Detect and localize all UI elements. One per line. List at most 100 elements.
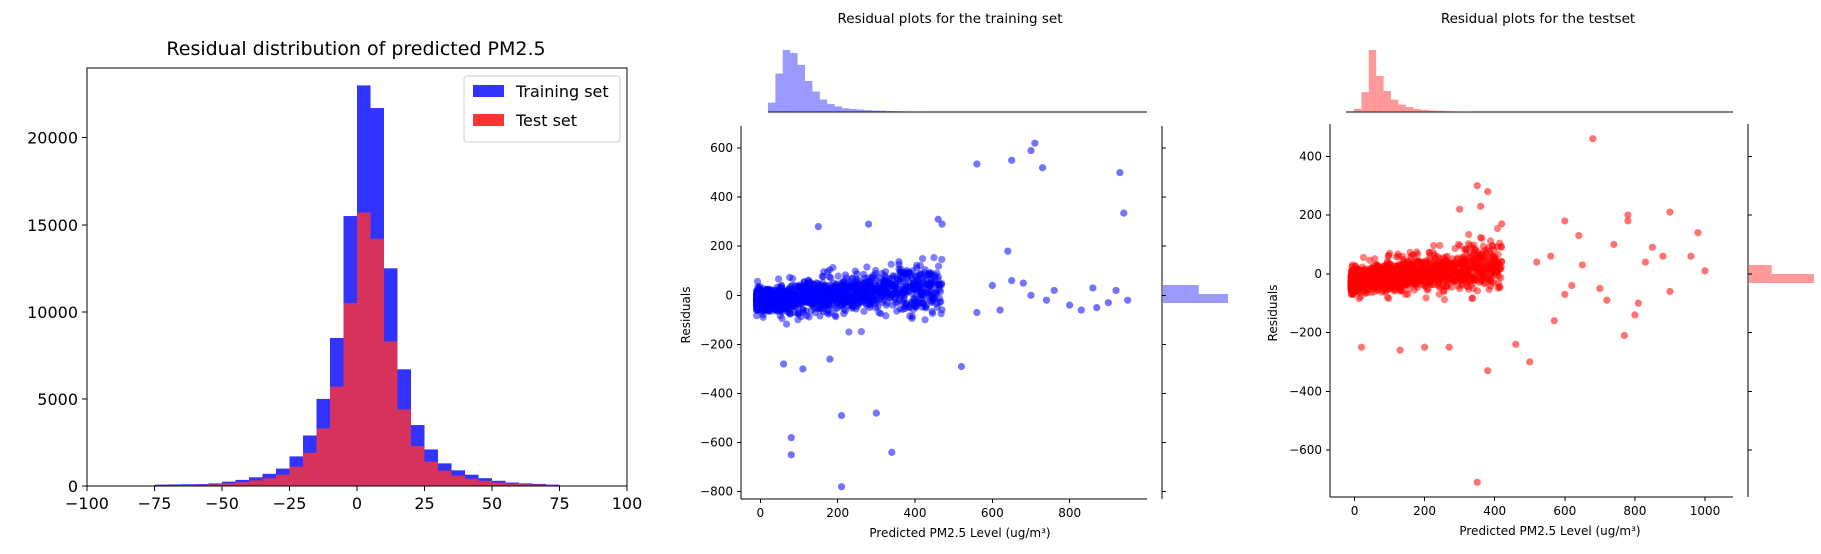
- scatter-point: [928, 309, 937, 318]
- scatter-point: [782, 320, 791, 328]
- scatter-point: [1402, 290, 1410, 299]
- test-bar: [208, 484, 222, 486]
- scatter-point: [872, 409, 880, 417]
- scatter-point: [785, 291, 794, 299]
- scatter-point: [827, 309, 835, 317]
- scatter-point: [1350, 282, 1358, 290]
- scatter-point: [935, 294, 943, 302]
- scatter-point: [840, 277, 848, 285]
- scatter-point: [844, 283, 853, 292]
- x-tick-label: −100: [65, 494, 109, 513]
- scatter-point: [1484, 367, 1492, 375]
- scatter-point: [819, 273, 827, 281]
- marginal-x-bar: [1450, 111, 1458, 112]
- scatter-point: [1477, 202, 1485, 210]
- scatter-point: [1446, 263, 1454, 271]
- y-axis-label: Residuals: [679, 287, 693, 344]
- x-tick-label: 100: [612, 494, 643, 513]
- scatter-point: [934, 262, 943, 270]
- marginal-x-bar: [1391, 99, 1399, 112]
- scatter-point: [1355, 285, 1363, 293]
- test-bar: [249, 480, 263, 486]
- scatter-point: [1417, 259, 1425, 267]
- scatter-point: [1454, 269, 1462, 277]
- marginal-x-bar: [1383, 90, 1391, 112]
- x-tick-label: 400: [1483, 504, 1506, 518]
- scatter-point: [1361, 279, 1370, 287]
- marginal-x-bar: [1398, 104, 1406, 112]
- scatter-point: [895, 265, 903, 273]
- scatter-point: [863, 263, 871, 271]
- scatter-point: [996, 306, 1004, 314]
- marginal-y-bar: [1163, 294, 1228, 303]
- marginal-x-bar: [893, 111, 902, 112]
- scatter-point: [914, 298, 923, 306]
- scatter-point: [938, 220, 946, 228]
- scatter-point: [1405, 270, 1413, 278]
- scatter-point: [957, 362, 966, 371]
- scatter-point: [1357, 343, 1366, 351]
- scatter-point: [1380, 276, 1388, 284]
- marginal-x-bar: [1368, 50, 1377, 112]
- scatter-point: [1112, 286, 1120, 295]
- scatter-point: [1575, 232, 1583, 240]
- scatter-point: [1550, 317, 1558, 325]
- scatter-point: [923, 271, 931, 280]
- scatter-point: [835, 284, 844, 293]
- scatter-point: [1124, 296, 1132, 304]
- scatter-point: [1497, 274, 1505, 282]
- marginal-y-bar: [1749, 265, 1772, 274]
- scatter-point: [1386, 249, 1394, 257]
- scatter-point: [799, 365, 807, 373]
- scatter-point: [1624, 217, 1632, 225]
- scatter-point: [1478, 234, 1486, 242]
- scatter-point: [973, 308, 981, 317]
- scatter-point: [1390, 282, 1398, 291]
- scatter-point: [1396, 287, 1404, 295]
- scatter-point: [1484, 187, 1492, 196]
- scatter-point: [1027, 291, 1035, 299]
- y-tick-label: 400: [1299, 149, 1322, 163]
- scatter-point: [1004, 247, 1012, 255]
- marginal-x-bar: [775, 73, 783, 112]
- marginal-y-histogram: [1749, 265, 1814, 283]
- marginal-y-histogram: [1163, 285, 1228, 303]
- scatter-point: [1486, 237, 1495, 245]
- test-bar: [519, 484, 533, 486]
- scatter-point: [1104, 299, 1112, 307]
- test-residual-chart: Residual plots for the testset 0 200 400 60…: [1266, 11, 1814, 538]
- scatter-point: [1027, 146, 1035, 155]
- scatter-point: [1666, 208, 1674, 216]
- scatter-point: [873, 276, 881, 284]
- x-axis-label: Predicted PM2.5 Level (ug/m³): [1459, 524, 1640, 538]
- scatter-point: [1435, 290, 1443, 298]
- scatter-point: [854, 288, 863, 296]
- scatter-point: [753, 277, 762, 285]
- x-tick-label: 0: [352, 494, 362, 513]
- scatter-point: [1473, 287, 1482, 295]
- scatter-point: [794, 316, 802, 324]
- axis-ticks: −100 −75 −50 −25 0 25 50 75 100 0 5000 10000 15000 20…: [27, 129, 642, 513]
- marginal-x-bar: [1405, 107, 1414, 112]
- x-tick-label: 800: [1058, 506, 1081, 520]
- scatter-point: [1116, 169, 1124, 177]
- scatter-point: [849, 291, 857, 299]
- scatter-point: [1526, 358, 1534, 366]
- scatter-point: [769, 297, 777, 305]
- scatter-point: [895, 289, 903, 297]
- x-tick-label: 200: [1413, 504, 1436, 518]
- scatter-point: [1634, 299, 1642, 307]
- chart-title: Residual distribution of predicted PM2.5: [166, 38, 545, 60]
- scatter-point: [787, 434, 795, 442]
- scatter-point: [851, 296, 859, 305]
- marginal-x-bar: [1413, 108, 1421, 112]
- scatter-point: [786, 305, 795, 314]
- axes: 0 200 400 600 800 −800 −600 −400 −200 0 200 400 600: [700, 126, 1166, 520]
- x-tick-label: 25: [414, 494, 434, 513]
- y-tick-label: 15000: [27, 216, 78, 235]
- scatter-point: [1461, 245, 1469, 254]
- scatter-point: [1380, 268, 1388, 276]
- scatter-point: [1416, 273, 1424, 281]
- scatter-point: [903, 284, 911, 292]
- scatter-point: [1396, 346, 1404, 354]
